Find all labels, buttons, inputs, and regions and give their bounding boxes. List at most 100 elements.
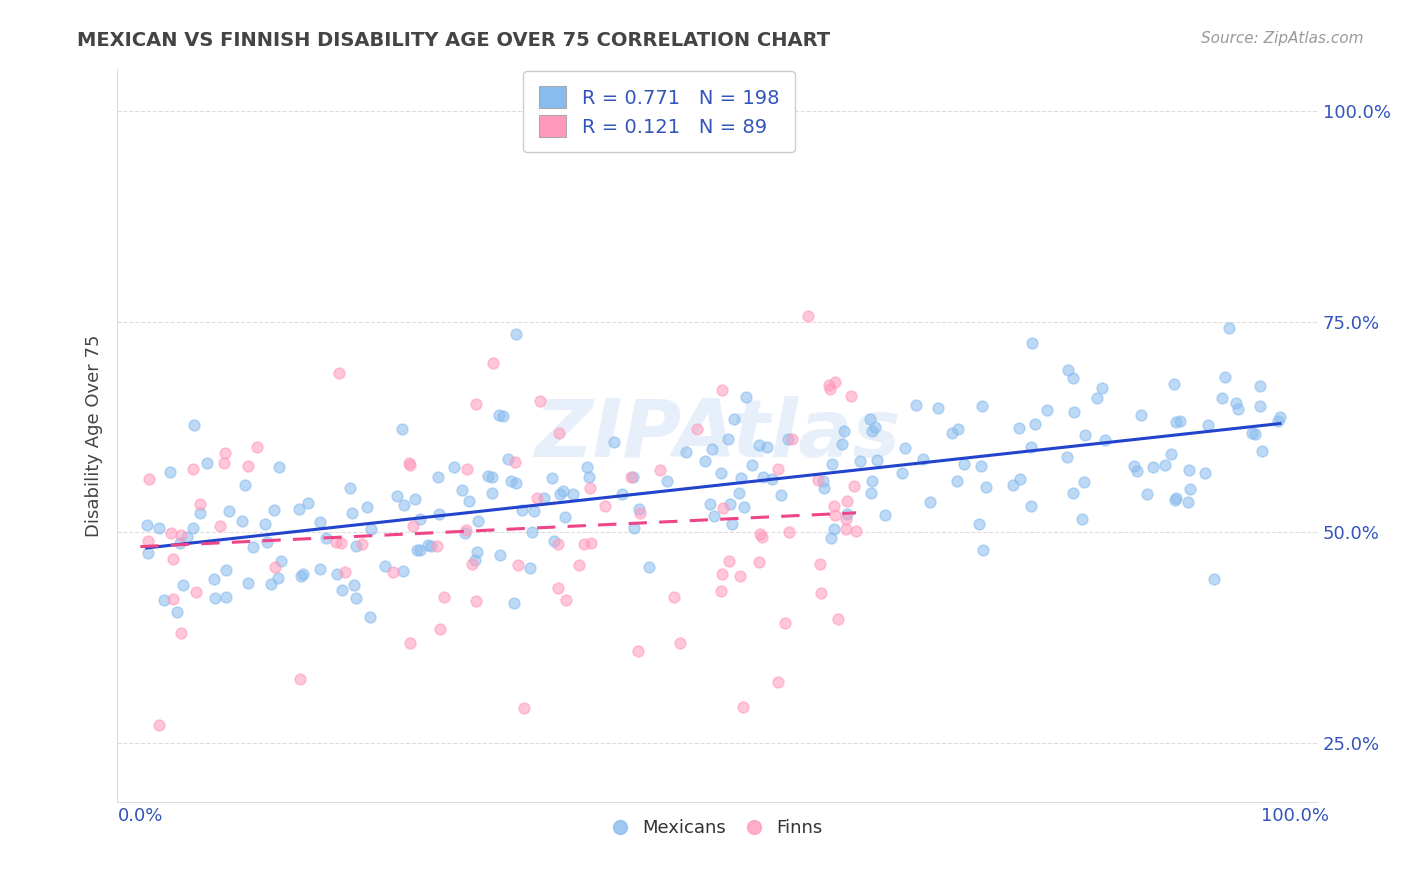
Point (578, 482, 600, 496)
Point (628, 506, 651, 520)
Point (159, 465, 181, 479)
Point (946, 422, 969, 436)
Point (1008, 421, 1031, 435)
Point (832, 424, 855, 438)
Point (827, 612, 849, 626)
Point (1021, 335, 1043, 350)
Point (675, 445, 697, 459)
Point (290, 569, 312, 583)
Point (502, 596, 524, 610)
Point (1202, 572, 1225, 586)
Point (169, 626, 191, 640)
Point (315, 531, 337, 545)
Point (837, 494, 859, 508)
Point (1085, 391, 1108, 405)
Point (481, 470, 503, 484)
Point (1001, 478, 1024, 492)
Point (492, 409, 515, 423)
Point (839, 389, 862, 403)
Point (1240, 426, 1263, 441)
Point (297, 496, 319, 510)
Point (1194, 466, 1216, 480)
Point (775, 616, 797, 631)
Point (464, 397, 486, 411)
Point (1160, 447, 1182, 461)
Point (574, 537, 596, 551)
Point (215, 591, 238, 605)
Point (427, 507, 450, 521)
Point (496, 452, 519, 467)
Point (456, 462, 478, 476)
Point (166, 605, 188, 619)
Point (359, 609, 381, 624)
Point (231, 515, 253, 529)
Point (392, 565, 415, 579)
Point (835, 522, 858, 536)
Point (136, 546, 159, 560)
Point (451, 483, 474, 497)
Point (1136, 487, 1159, 501)
Point (246, 440, 269, 454)
Point (398, 458, 420, 472)
Point (927, 401, 949, 415)
Point (720, 517, 742, 532)
Point (1164, 492, 1187, 507)
Point (214, 456, 236, 470)
Point (477, 469, 499, 483)
Point (290, 672, 312, 686)
Point (505, 476, 527, 491)
Point (267, 571, 290, 585)
Point (710, 584, 733, 599)
Point (718, 554, 741, 568)
Point (637, 559, 659, 574)
Point (710, 467, 733, 481)
Point (972, 543, 994, 558)
Point (628, 502, 651, 516)
Point (741, 458, 763, 472)
Point (506, 558, 529, 572)
Point (270, 554, 292, 568)
Point (730, 471, 752, 485)
Point (547, 537, 569, 551)
Point (256, 535, 278, 549)
Point (1249, 379, 1271, 393)
Point (160, 525, 183, 540)
Point (512, 502, 534, 516)
Point (655, 475, 678, 489)
Point (543, 533, 565, 548)
Point (443, 460, 465, 475)
Point (148, 521, 170, 535)
Point (579, 536, 602, 550)
Point (1197, 418, 1219, 433)
Point (138, 534, 160, 549)
Point (970, 458, 993, 473)
Point (292, 566, 315, 581)
Point (482, 356, 505, 370)
Point (695, 454, 717, 468)
Point (169, 536, 191, 550)
Point (835, 512, 858, 526)
Point (575, 460, 598, 475)
Point (409, 511, 432, 525)
Point (427, 469, 450, 483)
Point (1267, 415, 1289, 429)
Point (1153, 458, 1175, 472)
Text: Source: ZipAtlas.com: Source: ZipAtlas.com (1201, 31, 1364, 46)
Point (519, 561, 541, 575)
Point (404, 492, 426, 507)
Point (385, 489, 408, 503)
Point (863, 419, 886, 434)
Point (1251, 444, 1274, 458)
Point (711, 566, 734, 581)
Point (782, 432, 804, 446)
Point (208, 519, 231, 533)
Point (911, 451, 934, 466)
Point (523, 504, 546, 518)
Point (1166, 491, 1188, 505)
Point (391, 422, 413, 436)
Y-axis label: Disability Age Over 75: Disability Age Over 75 (86, 334, 103, 537)
Point (1168, 414, 1191, 428)
Point (823, 522, 845, 536)
Point (330, 582, 353, 597)
Point (842, 478, 865, 492)
